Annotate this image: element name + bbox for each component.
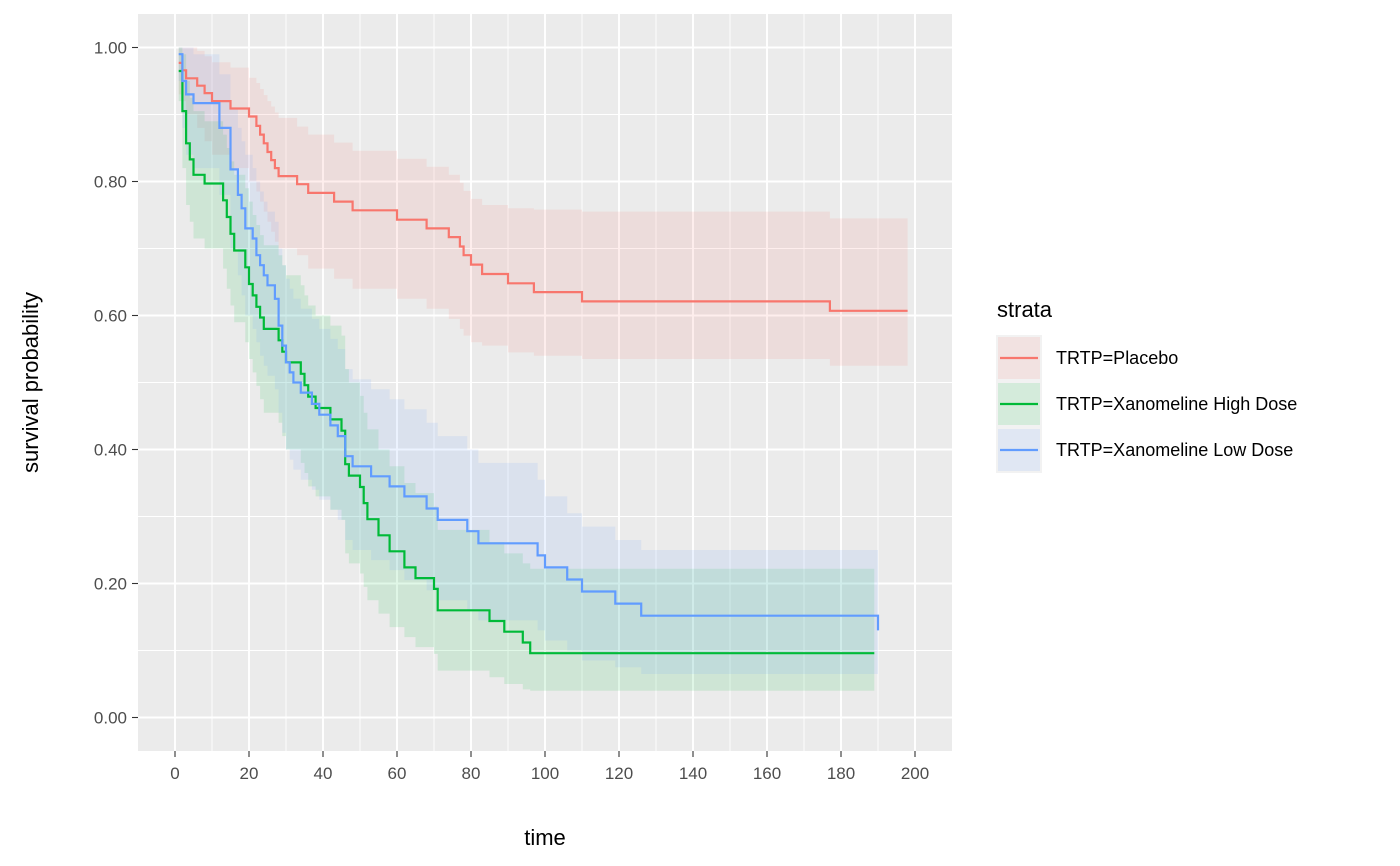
legend-label: TRTP=Xanomeline High Dose — [1056, 394, 1297, 414]
y-tick-label: 0.40 — [94, 441, 127, 460]
y-tick-label: 0.00 — [94, 709, 127, 728]
survival-curve — [178, 69, 875, 655]
x-tick-label: 80 — [462, 764, 481, 783]
x-axis-title: time — [524, 825, 566, 850]
x-tick-label: 120 — [605, 764, 633, 783]
survival-curve — [178, 61, 908, 312]
confidence-band — [178, 47, 878, 674]
legend-title: strata — [997, 297, 1053, 322]
y-tick-label: 1.00 — [94, 39, 127, 58]
legend-label: TRTP=Xanomeline Low Dose — [1056, 440, 1293, 460]
x-tick-label: 40 — [314, 764, 333, 783]
x-tick-label: 100 — [531, 764, 559, 783]
x-tick-label: 180 — [827, 764, 855, 783]
y-axis-ticks: 0.00 0.20 0.40 0.60 0.80 1.00 — [94, 39, 138, 728]
confidence-band — [178, 47, 875, 691]
y-axis-title: survival probability — [18, 292, 43, 473]
x-tick-label: 60 — [388, 764, 407, 783]
survival-curves — [178, 53, 908, 655]
y-tick-label: 0.80 — [94, 173, 127, 192]
major-gridlines — [138, 14, 952, 751]
x-tick-label: 200 — [901, 764, 929, 783]
x-tick-label: 0 — [170, 764, 179, 783]
x-tick-label: 140 — [679, 764, 707, 783]
x-tick-label: 20 — [240, 764, 259, 783]
confidence-bands — [178, 47, 908, 691]
x-tick-label: 160 — [753, 764, 781, 783]
y-tick-label: 0.60 — [94, 307, 127, 326]
survival-curve — [178, 53, 880, 631]
confidence-band — [178, 47, 908, 366]
x-axis-ticks: 0 20 40 60 80 100 120 140 160 180 200 — [170, 751, 929, 783]
legend: strata TRTP=Placebo TRTP=Xanomeline High … — [996, 297, 1297, 473]
legend-label: TRTP=Placebo — [1056, 348, 1178, 368]
y-tick-label: 0.20 — [94, 575, 127, 594]
